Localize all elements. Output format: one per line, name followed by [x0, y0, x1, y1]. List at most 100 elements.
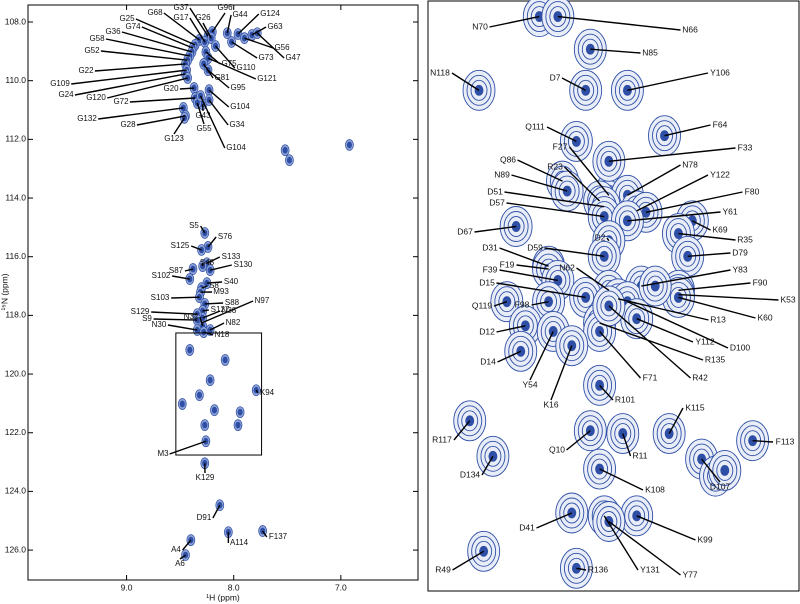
peak-label: R135: [705, 354, 726, 364]
y-tick-label: 122.0: [5, 427, 27, 437]
peak-label: G20: [163, 84, 179, 93]
peak-label: D100: [730, 342, 751, 352]
leader-line: [214, 45, 236, 69]
peak-label: G132: [77, 114, 97, 123]
leader-line: [678, 232, 736, 241]
peak-label: N32: [184, 312, 199, 321]
peak-label: M93: [213, 287, 229, 296]
peak-label: G25: [119, 14, 135, 23]
peak: [251, 384, 261, 397]
leader-line: [506, 202, 605, 218]
y-tick-label: 108.0: [5, 16, 27, 26]
leader-line: [206, 256, 221, 264]
leader-line: [636, 318, 694, 343]
peak-label: N66: [682, 24, 698, 34]
peak-label: N30: [152, 320, 167, 329]
peak: [177, 398, 187, 410]
right-frame: [427, 0, 800, 592]
zoom-box: [175, 332, 263, 456]
leader-line: [100, 50, 188, 61]
leader-line: [617, 298, 709, 321]
leader-line: [636, 174, 709, 212]
peak-label: D31: [482, 242, 498, 252]
leader-line: [182, 539, 192, 551]
leader-line: [566, 430, 591, 451]
leader-line: [262, 530, 268, 538]
peak-label: D12: [479, 326, 495, 336]
leader-line: [71, 69, 187, 85]
peak-label: D7: [550, 72, 561, 82]
peak-label: F19: [500, 259, 515, 269]
leader-line: [608, 520, 681, 576]
peak-label: N85: [642, 47, 658, 57]
leader-line: [199, 95, 226, 149]
peak-label: S48: [200, 258, 215, 267]
leader-line: [452, 550, 485, 571]
y-tick-label: 110.0: [5, 75, 26, 85]
leader-line: [641, 269, 731, 287]
leader-line: [536, 512, 573, 529]
peak-label: G73: [258, 53, 274, 62]
leader-line: [568, 146, 610, 196]
leader-line: [202, 310, 221, 319]
leader-line: [151, 311, 198, 315]
leader-line: [153, 318, 198, 321]
y-tick-label: 116.0: [5, 251, 26, 261]
peak-label: N62: [559, 262, 575, 272]
leader-line: [204, 302, 224, 305]
peak-label: D79: [732, 247, 748, 257]
peak: [280, 144, 290, 157]
peak-label: A6: [175, 559, 185, 568]
peak-label: S8: [209, 281, 219, 290]
leader-line: [546, 126, 577, 143]
leader-line: [209, 264, 232, 271]
leader-line: [599, 384, 614, 401]
peak: [573, 28, 607, 70]
y-tick-label: 118.0: [5, 310, 26, 320]
peak-label: D91: [197, 513, 212, 522]
leader-line: [129, 97, 196, 103]
leader-line: [107, 77, 188, 99]
leader-line: [98, 107, 184, 120]
peak-label: D14: [480, 356, 496, 366]
leader-line: [207, 57, 257, 80]
leader-line: [256, 32, 285, 59]
leader-line: [678, 293, 779, 301]
leader-line: [557, 15, 681, 31]
peak-label: R42: [692, 372, 708, 382]
peak: [205, 374, 215, 387]
leader-line: [603, 515, 639, 571]
leader-line: [74, 73, 186, 96]
leader-line: [576, 267, 610, 291]
left-frame: [27, 4, 419, 581]
leader-line: [208, 99, 229, 126]
y-axis-label: ¹⁵N (ppm): [0, 273, 9, 310]
peak-label: S103: [151, 293, 170, 302]
peak-label: K129: [196, 473, 215, 482]
x-axis-label: ¹H (ppm): [206, 592, 240, 602]
leader-line: [251, 26, 267, 36]
leader-line: [576, 567, 587, 571]
peak-label: G52: [84, 46, 100, 55]
peak-label: G43: [195, 111, 211, 120]
peak: [462, 69, 496, 111]
peak-label: F27: [553, 141, 568, 151]
leader-line: [141, 26, 194, 49]
peak-label: F90: [753, 277, 768, 287]
leader-line: [202, 22, 212, 39]
leader-line: [516, 264, 549, 270]
leader-line: [499, 269, 558, 282]
peak-label: G36: [105, 27, 121, 36]
leader-line: [255, 389, 259, 394]
peak-label: D15: [479, 277, 495, 287]
peak: [285, 154, 294, 167]
leader-line: [136, 115, 186, 126]
peak-label: Q119: [472, 300, 492, 310]
leader-line: [645, 191, 743, 214]
leader-line: [564, 166, 601, 202]
peak-label: S102: [152, 271, 171, 280]
peak-label: D57: [489, 197, 505, 207]
peak-label: D41: [519, 522, 535, 532]
y-tick-label: 114.0: [5, 192, 26, 202]
peak-label: Q86: [500, 154, 516, 164]
